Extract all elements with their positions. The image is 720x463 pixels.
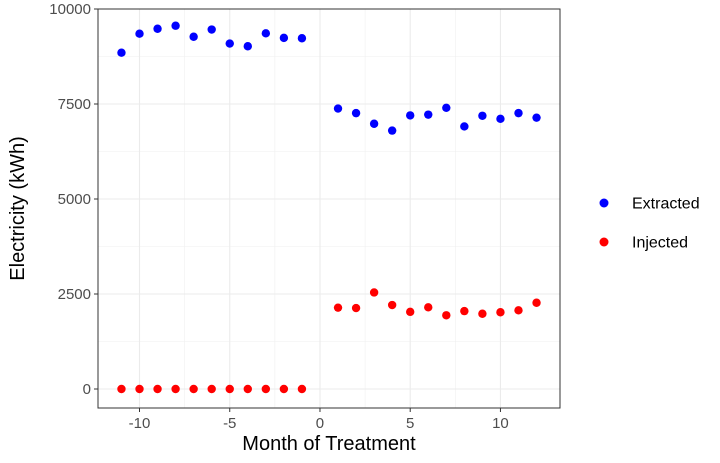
point-extracted — [207, 25, 216, 34]
point-injected — [514, 306, 523, 315]
legend-marker-injected — [599, 237, 609, 247]
point-extracted — [442, 103, 451, 113]
point-extracted — [514, 108, 523, 118]
point-extracted — [225, 39, 234, 48]
legend-label-extracted: Extracted — [632, 196, 700, 213]
x-tick-label: -5 — [223, 415, 236, 432]
point-injected — [189, 384, 198, 394]
point-extracted — [117, 48, 126, 57]
point-injected — [369, 288, 379, 297]
point-injected — [406, 307, 415, 317]
point-extracted — [153, 24, 162, 33]
point-injected — [207, 384, 216, 394]
x-tick-label: -10 — [129, 415, 151, 432]
point-injected — [135, 384, 144, 394]
point-extracted — [387, 126, 397, 135]
point-extracted — [189, 32, 198, 41]
point-injected — [261, 384, 271, 394]
point-injected — [460, 306, 469, 316]
point-extracted — [460, 122, 469, 131]
y-tick-label: 2500 — [58, 286, 91, 303]
point-extracted — [406, 111, 415, 120]
x-axis-title: Month of Treatment — [242, 433, 416, 455]
point-injected — [496, 308, 505, 317]
y-axis-title: Electricity (kWh) — [7, 136, 29, 280]
point-extracted — [261, 29, 271, 38]
y-tick-label: 0 — [83, 381, 91, 398]
point-extracted — [351, 108, 361, 118]
point-injected — [297, 384, 307, 394]
y-tick-label: 5000 — [58, 191, 91, 208]
point-injected — [225, 384, 234, 394]
axis-ticks: -10 -5 0 5 10 0 2500 5000 7500 10000 — [49, 1, 509, 432]
point-extracted — [369, 119, 379, 128]
legend-label-injected: Injected — [632, 235, 688, 252]
point-extracted — [297, 34, 307, 43]
point-injected — [243, 384, 252, 394]
point-injected — [442, 311, 451, 320]
point-extracted — [532, 113, 541, 122]
point-extracted — [333, 104, 343, 113]
point-injected — [351, 303, 361, 313]
point-extracted — [496, 114, 505, 124]
point-injected — [532, 298, 541, 307]
y-tick-label: 10000 — [49, 1, 91, 18]
point-injected — [333, 303, 343, 312]
y-tick-label: 7500 — [58, 96, 91, 113]
legend: Extracted Injected — [599, 196, 700, 252]
point-extracted — [279, 33, 289, 43]
legend-marker-extracted — [599, 198, 609, 208]
point-injected — [171, 384, 180, 394]
data-points — [117, 21, 541, 394]
point-injected — [478, 309, 487, 318]
point-injected — [117, 384, 126, 394]
plot-panel — [97, 8, 561, 409]
x-tick-label: 10 — [492, 415, 509, 432]
point-extracted — [478, 111, 487, 120]
grid — [98, 8, 560, 408]
x-tick-label: 0 — [316, 415, 324, 432]
point-extracted — [424, 110, 433, 119]
point-injected — [153, 384, 162, 394]
point-extracted — [135, 29, 144, 38]
x-tick-label: 5 — [406, 415, 414, 432]
point-injected — [424, 303, 433, 312]
point-injected — [279, 384, 289, 394]
point-injected — [387, 300, 397, 310]
point-extracted — [243, 42, 252, 51]
point-extracted — [171, 21, 180, 30]
